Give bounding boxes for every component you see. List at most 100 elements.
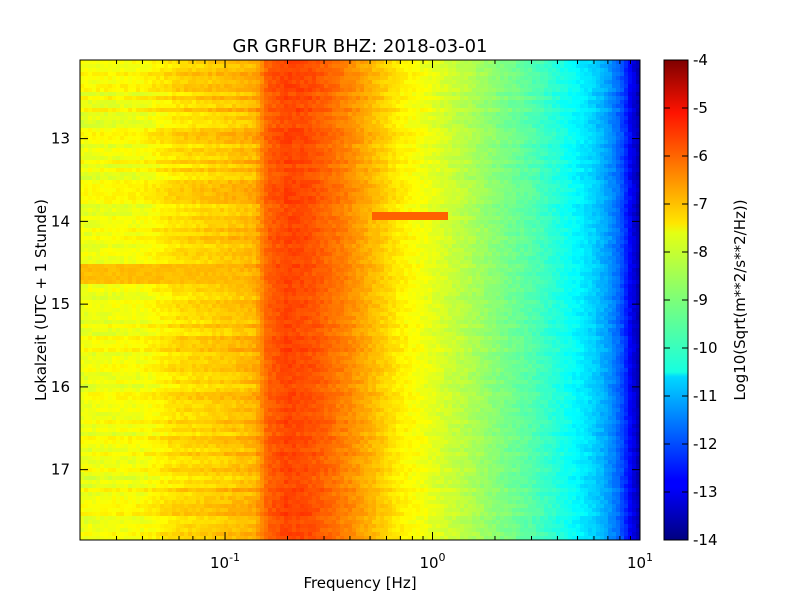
heatmap-cell	[232, 492, 237, 497]
heatmap-cell	[216, 256, 221, 261]
heatmap-cell	[180, 480, 185, 485]
heatmap-cell	[128, 224, 133, 229]
heatmap-cell	[128, 388, 133, 393]
heatmap-cell	[144, 276, 149, 281]
heatmap-cell	[216, 184, 221, 189]
heatmap-cell	[212, 456, 217, 461]
heatmap-cell	[244, 60, 249, 65]
heatmap-cell	[188, 472, 193, 477]
heatmap-cell	[148, 468, 153, 473]
heatmap-cell	[104, 384, 109, 389]
heatmap-cell	[192, 204, 197, 209]
heatmap-cell	[172, 92, 177, 97]
heatmap-cell	[216, 432, 221, 437]
heatmap-cell	[136, 500, 141, 505]
heatmap-cell	[112, 372, 117, 377]
heatmap-cell	[196, 248, 201, 253]
heatmap-cell	[184, 116, 189, 121]
heatmap-cell	[216, 280, 221, 285]
heatmap-cell	[116, 484, 121, 489]
heatmap-cell	[224, 112, 229, 117]
heatmap-cell	[116, 296, 121, 301]
heatmap-cell	[228, 488, 233, 493]
heatmap-cell	[244, 264, 249, 269]
heatmap-cell	[200, 496, 205, 501]
heatmap-cell	[92, 296, 97, 301]
heatmap-cell	[204, 116, 209, 121]
heatmap-cell	[80, 384, 85, 389]
heatmap-cell	[88, 304, 93, 309]
heatmap-cell	[144, 200, 149, 205]
heatmap-cell	[172, 132, 177, 137]
heatmap-cell	[184, 496, 189, 501]
heatmap-cell	[108, 140, 113, 145]
heatmap-cell	[132, 428, 137, 433]
heatmap-cell	[136, 260, 141, 265]
heatmap-cell	[152, 268, 157, 273]
heatmap-cell	[164, 76, 169, 81]
heatmap-cell	[220, 352, 225, 357]
heatmap-cell	[180, 220, 185, 225]
heatmap-cell	[212, 484, 217, 489]
heatmap-cell	[120, 96, 125, 101]
heatmap-cell	[220, 372, 225, 377]
heatmap-cell	[188, 416, 193, 421]
heatmap-cell	[176, 532, 181, 537]
heatmap-cell	[96, 300, 101, 305]
heatmap-cell	[200, 424, 205, 429]
heatmap-cell	[100, 84, 105, 89]
heatmap-cell	[124, 524, 129, 529]
heatmap-cell	[88, 176, 93, 181]
heatmap-cell	[104, 488, 109, 493]
heatmap-cell	[204, 436, 209, 441]
heatmap-cell	[172, 528, 177, 533]
heatmap-cell	[152, 76, 157, 81]
heatmap-cell	[80, 200, 85, 205]
heatmap-cell	[204, 424, 209, 429]
heatmap-cell	[96, 344, 101, 349]
heatmap-cell	[184, 384, 189, 389]
heatmap-cell	[192, 504, 197, 509]
heatmap-cell	[152, 204, 157, 209]
heatmap-cell	[188, 344, 193, 349]
heatmap-cell	[164, 116, 169, 121]
heatmap-cell	[196, 328, 201, 333]
heatmap-cell	[188, 276, 193, 281]
heatmap-cell	[164, 204, 169, 209]
heatmap-cell	[184, 176, 189, 181]
heatmap-cell	[224, 516, 229, 521]
heatmap-cell	[132, 528, 137, 533]
heatmap-cell	[212, 200, 217, 205]
heatmap-cell	[216, 212, 221, 217]
heatmap-cell	[104, 348, 109, 353]
heatmap-cell	[152, 108, 157, 113]
heatmap-cell	[80, 328, 85, 333]
heatmap-cell	[80, 192, 85, 197]
heatmap-cell	[80, 400, 85, 405]
heatmap-cell	[128, 336, 133, 341]
heatmap-cell	[152, 96, 157, 101]
heatmap-cell	[212, 512, 217, 517]
heatmap-cell	[88, 232, 93, 237]
heatmap-cell	[232, 256, 237, 261]
heatmap-cell	[236, 484, 241, 489]
heatmap-cell	[124, 512, 129, 517]
heatmap-cell	[96, 132, 101, 137]
heatmap-cell	[212, 452, 217, 457]
chart-title: GR GRFUR BHZ: 2018-03-01	[233, 36, 488, 57]
heatmap-cell	[172, 448, 177, 453]
heatmap-cell	[84, 292, 89, 297]
heatmap-cell	[164, 428, 169, 433]
heatmap-cell	[112, 464, 117, 469]
heatmap-cell	[140, 216, 145, 221]
heatmap-cell	[232, 408, 237, 413]
heatmap-cell	[192, 456, 197, 461]
heatmap-cell	[236, 404, 241, 409]
heatmap-cell	[216, 144, 221, 149]
heatmap-cell	[100, 276, 105, 281]
heatmap-cell	[204, 152, 209, 157]
heatmap-cell	[92, 200, 97, 205]
heatmap-cell	[108, 356, 113, 361]
heatmap-cell	[88, 260, 93, 265]
heatmap-cell	[88, 320, 93, 325]
